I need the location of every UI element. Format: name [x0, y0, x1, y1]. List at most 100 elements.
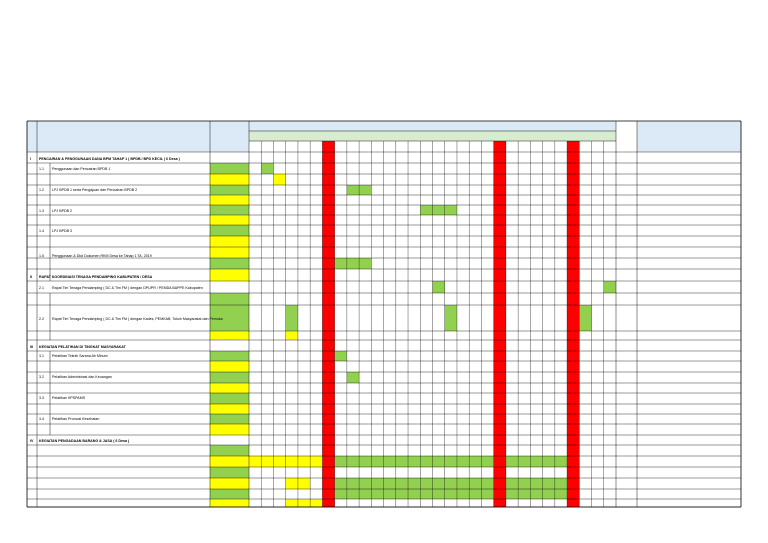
schedule-cell: [469, 478, 482, 489]
item-label: Penggunaan & Dkd Dokumen RKM Desa ke Tah…: [52, 254, 152, 258]
item-number: 1.3: [39, 209, 44, 213]
item-number: 1.2: [39, 188, 44, 192]
duration-bar-cell: [210, 445, 249, 456]
item-number: 3.3: [39, 396, 44, 400]
header-block-left: [27, 121, 210, 152]
schedule-cell: [395, 456, 409, 467]
schedule-cell: [408, 489, 421, 499]
duration-bar-cell: [210, 351, 249, 361]
schedule-cell: [359, 489, 372, 499]
schedule-cell: [603, 281, 616, 293]
duration-bar-cell: [210, 174, 249, 185]
schedule-cell: [518, 456, 531, 467]
schedule-cell: [371, 489, 384, 499]
schedule-cell: [456, 456, 470, 467]
schedule-cell: [261, 456, 274, 467]
schedule-cell: [383, 456, 396, 467]
item-label: LPJ BPDB 2: [52, 209, 72, 213]
schedule-cell: [420, 456, 433, 467]
schedule-cell: [359, 185, 372, 195]
duration-bar-cell: [210, 258, 249, 269]
schedule-cell: [481, 456, 494, 467]
schedule-cell: [530, 489, 543, 499]
section-roman: II: [30, 275, 32, 279]
schedule-cell: [359, 456, 372, 467]
schedule-cell: [444, 489, 457, 499]
schedule-cell: [334, 478, 347, 489]
header-block-weeks: [249, 121, 616, 131]
schedule-cell: [432, 456, 445, 467]
duration-bar-cell: [210, 383, 249, 393]
item-label: Rapat Tim Tenaga Pendamping ( DC & Tim F…: [52, 317, 223, 321]
schedule-cell: [469, 489, 482, 499]
section-roman: III: [30, 345, 33, 349]
section-title: PENCAIRAN & PENGGUNAAN DANA BPM TAHAP 1 …: [39, 157, 181, 161]
duration-bar-cell: [210, 269, 249, 281]
section-title: KEGIATAN PENGADAAN BARANG & JASA ( 6 Des…: [39, 439, 130, 443]
item-number: 2.2: [39, 317, 44, 321]
duration-bar-cell: [210, 414, 249, 424]
duration-bar-cell: [210, 467, 249, 478]
schedule-cell: [530, 478, 543, 489]
duration-bar-cell: [210, 372, 249, 383]
schedule-cell: [285, 305, 298, 331]
schedule-cell: [310, 499, 323, 507]
schedule-cell: [542, 489, 555, 499]
schedule-cell: [371, 478, 384, 489]
schedule-cell: [554, 456, 568, 467]
schedule-cell: [334, 456, 347, 467]
schedule-cell: [359, 478, 372, 489]
header-subband: [249, 131, 616, 141]
schedule-cell: [383, 489, 396, 499]
schedule-cell: [334, 489, 347, 499]
schedule-cell: [481, 478, 494, 489]
schedule-cell: [408, 478, 421, 489]
schedule-cell: [408, 456, 421, 467]
schedule-cell: [273, 174, 286, 185]
schedule-cell: [542, 478, 555, 489]
item-label: Penggunaan dan Pencairan BPDB 1: [52, 167, 110, 171]
schedule-cell: [420, 489, 433, 499]
schedule-cell: [261, 163, 274, 174]
item-label: Rapat Tim Tenaga Pendamping ( DC & Tim F…: [52, 286, 203, 290]
schedule-cell: [518, 489, 531, 499]
duration-bar-cell: [210, 205, 249, 215]
schedule-cell: [395, 478, 409, 489]
duration-bar-cell: [210, 393, 249, 404]
schedule-cell: [285, 456, 298, 467]
schedule-cell: [456, 489, 470, 499]
duration-bar-cell: [210, 215, 249, 225]
schedule-cell: [542, 456, 555, 467]
duration-bar-cell: [210, 361, 249, 372]
red-week-column: [493, 141, 506, 507]
schedule-cell: [334, 258, 347, 269]
schedule-cell: [432, 205, 445, 215]
schedule-cell: [456, 478, 470, 489]
schedule-cell: [444, 456, 457, 467]
schedule-cell: [420, 205, 433, 215]
schedule-cell: [432, 281, 445, 293]
schedule-cell: [371, 456, 384, 467]
schedule-cell: [346, 478, 360, 489]
schedule-cell: [346, 456, 360, 467]
schedule-cell: [297, 456, 311, 467]
duration-bar-cell: [210, 163, 249, 174]
schedule-cell: [444, 478, 457, 489]
schedule-cell: [554, 489, 568, 499]
item-label: LPJ BPDB 1 serta Pengajuan dan Pencairan…: [52, 188, 137, 192]
schedule-cell: [505, 478, 519, 489]
duration-bar-cell: [210, 293, 249, 305]
schedule-cell: [285, 499, 298, 507]
schedule-cell: [432, 478, 445, 489]
item-label: Pelatihan Teknik Sarana Air Minum: [52, 354, 108, 358]
duration-bar-cell: [210, 424, 249, 435]
duration-bar-cell: [210, 478, 249, 489]
schedule-cell: [297, 478, 311, 489]
header-block-bar: [210, 121, 249, 152]
red-week-column: [567, 141, 580, 507]
schedule-cell: [481, 489, 494, 499]
duration-bar-cell: [210, 305, 249, 331]
section-title: RAPAT KOORDINASI TENAGA PENDAMPING KABUP…: [39, 275, 153, 279]
schedule-cell: [420, 478, 433, 489]
